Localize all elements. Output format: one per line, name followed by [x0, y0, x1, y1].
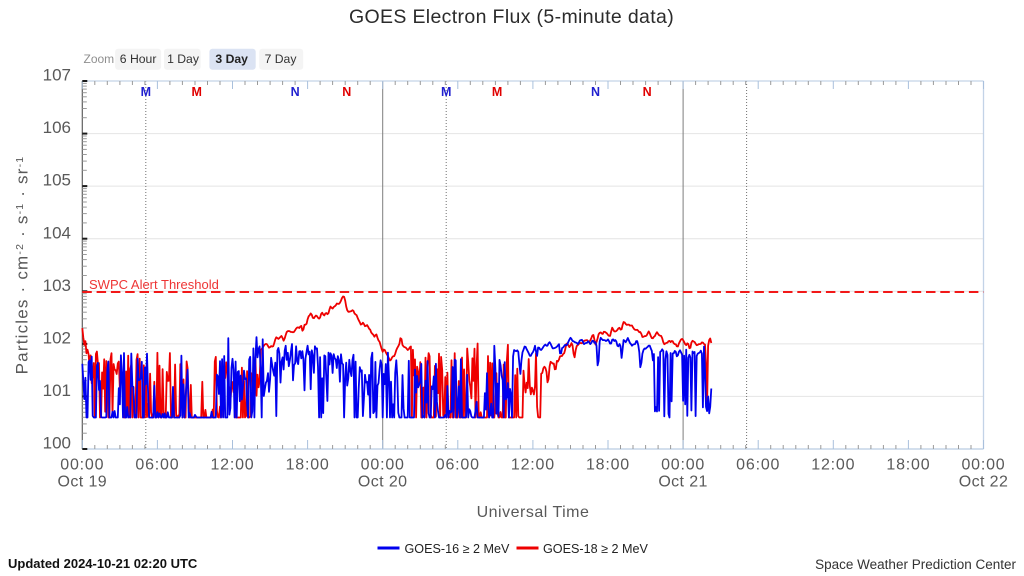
svg-text:106: 106	[43, 118, 71, 137]
svg-text:06:00: 06:00	[736, 457, 780, 474]
svg-text:102: 102	[43, 329, 71, 348]
svg-text:GOES-18 ≥ 2 MeV: GOES-18 ≥ 2 MeV	[543, 542, 649, 556]
svg-text:00:00: 00:00	[961, 457, 1005, 474]
svg-text:7 Day: 7 Day	[265, 52, 298, 66]
svg-text:107: 107	[43, 66, 71, 85]
svg-text:06:00: 06:00	[436, 457, 480, 474]
svg-text:M: M	[492, 85, 502, 99]
svg-text:Space Weather Prediction Cente: Space Weather Prediction Center	[815, 557, 1016, 572]
svg-text:00:00: 00:00	[661, 457, 705, 474]
svg-text:00:00: 00:00	[361, 457, 405, 474]
svg-text:Oct 19: Oct 19	[58, 474, 108, 491]
svg-text:12:00: 12:00	[511, 457, 555, 474]
svg-text:103: 103	[43, 276, 71, 295]
svg-text:Oct 22: Oct 22	[959, 474, 1009, 491]
svg-text:Updated 2024-10-21 02:20 UTC: Updated 2024-10-21 02:20 UTC	[8, 556, 198, 571]
svg-text:Universal Time: Universal Time	[477, 504, 590, 521]
svg-text:Oct 20: Oct 20	[358, 474, 408, 491]
svg-text:1 Day: 1 Day	[167, 52, 200, 66]
svg-text:N: N	[342, 85, 351, 99]
svg-text:M: M	[441, 85, 451, 99]
svg-text:N: N	[591, 85, 600, 99]
svg-text:Particles · cm-2 · s-1 · sr-1: Particles · cm-2 · s-1 · sr-1	[13, 156, 32, 375]
svg-text:105: 105	[43, 171, 71, 190]
svg-text:3 Day: 3 Day	[215, 52, 248, 66]
svg-text:00:00: 00:00	[60, 457, 104, 474]
svg-text:M: M	[141, 85, 151, 99]
svg-text:GOES-16 ≥ 2 MeV: GOES-16 ≥ 2 MeV	[405, 542, 511, 556]
svg-text:12:00: 12:00	[811, 457, 855, 474]
svg-text:18:00: 18:00	[286, 457, 330, 474]
svg-text:104: 104	[43, 223, 71, 242]
svg-text:18:00: 18:00	[586, 457, 630, 474]
svg-text:M: M	[191, 85, 201, 99]
svg-text:12:00: 12:00	[210, 457, 254, 474]
svg-text:101: 101	[43, 381, 71, 400]
svg-text:18:00: 18:00	[886, 457, 930, 474]
svg-text:GOES Electron Flux (5-minute d: GOES Electron Flux (5-minute data)	[349, 6, 674, 28]
svg-text:100: 100	[43, 434, 71, 453]
svg-text:6 Hour: 6 Hour	[120, 52, 157, 66]
svg-text:N: N	[643, 85, 652, 99]
svg-text:SWPC Alert Threshold: SWPC Alert Threshold	[89, 277, 219, 292]
svg-text:Zoom: Zoom	[84, 52, 115, 66]
svg-text:N: N	[291, 85, 300, 99]
svg-text:Oct 21: Oct 21	[658, 474, 708, 491]
svg-text:06:00: 06:00	[135, 457, 179, 474]
